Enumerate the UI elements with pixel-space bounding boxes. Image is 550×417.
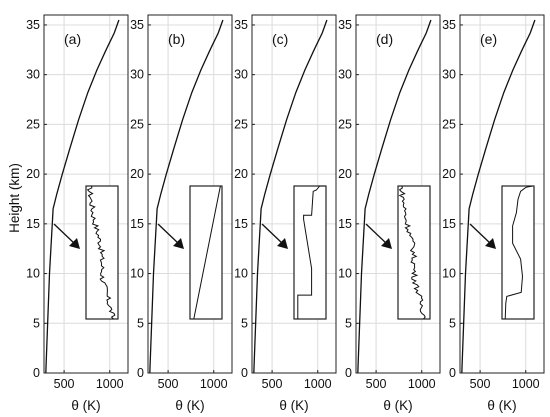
panel-2: 0 5 10 15 20 25 30 35 500 1000 θ (K) (b) [130, 14, 233, 413]
y-tick-label-4: 20 [234, 167, 248, 181]
y-tick-label-2: 10 [234, 267, 248, 281]
axes-box [147, 14, 233, 374]
arrow-head [277, 238, 288, 249]
inset-box [293, 185, 327, 320]
y-tick-label-2: 10 [26, 267, 40, 281]
y-tick-label-6: 30 [234, 68, 248, 82]
inset-line [297, 185, 325, 319]
y-tick-label-6: 30 [26, 68, 40, 82]
y-tick-label-4: 20 [130, 167, 144, 181]
panel-1: 0 5 10 15 20 25 30 35 500 1000 θ (K) (a) [26, 14, 129, 413]
x-axis-label: θ (K) [487, 398, 516, 413]
x-axis-label: θ (K) [71, 398, 100, 413]
panel-label: (a) [64, 31, 81, 47]
x-axis-label: θ (K) [279, 398, 308, 413]
y-tick-label-5: 25 [26, 117, 40, 131]
y-tick-label-0: 0 [137, 366, 144, 380]
arrow-head [381, 238, 392, 249]
y-tick-label-7: 35 [338, 18, 352, 32]
y-tick-label-0: 0 [33, 366, 40, 380]
inset-line [398, 185, 426, 320]
y-tick-label-2: 10 [130, 267, 144, 281]
axes-box [355, 14, 441, 374]
panel-3: 0 5 10 15 20 25 30 35 500 1000 θ (K) (c) [234, 14, 337, 413]
x-tick-label-1: 1000 [408, 377, 436, 391]
inset-line [193, 185, 221, 320]
y-tick-label-4: 20 [26, 167, 40, 181]
inset-box [189, 185, 223, 320]
y-tick-label-3: 15 [442, 217, 456, 231]
y-tick-label-7: 35 [234, 18, 248, 32]
x-tick-label-0: 500 [366, 377, 387, 391]
y-axis-label: Height (km) [7, 163, 22, 233]
y-tick-label-3: 15 [234, 217, 248, 231]
x-tick-label-1: 1000 [512, 377, 540, 391]
y-tick-label-2: 10 [338, 267, 352, 281]
y-tick-label-1: 5 [33, 316, 40, 330]
panel-label: (c) [272, 31, 288, 47]
x-axis-label: θ (K) [175, 398, 204, 413]
arrow-shaft [469, 223, 492, 245]
profile-line [45, 19, 120, 374]
arrow-shaft [261, 223, 284, 245]
profile-line [357, 19, 432, 374]
panel-4: 0 5 10 15 20 25 30 35 500 1000 θ (K) (d) [338, 14, 441, 413]
inset-line [504, 185, 533, 320]
y-tick-label-0: 0 [449, 366, 456, 380]
x-tick-label-0: 500 [158, 377, 179, 391]
x-axis-label: θ (K) [383, 398, 412, 413]
y-tick-label-0: 0 [241, 366, 248, 380]
y-tick-label-0: 0 [345, 366, 352, 380]
x-tick-label-1: 1000 [304, 377, 332, 391]
y-tick-label-4: 20 [442, 167, 456, 181]
profile-line [461, 19, 536, 374]
y-tick-label-6: 30 [338, 68, 352, 82]
y-tick-label-6: 30 [130, 68, 144, 82]
arrow-head [69, 238, 80, 249]
y-tick-label-3: 15 [26, 217, 40, 231]
y-tick-label-2: 10 [442, 267, 456, 281]
x-tick-label-1: 1000 [96, 377, 124, 391]
y-tick-label-1: 5 [345, 316, 352, 330]
y-tick-label-3: 15 [338, 217, 352, 231]
y-tick-label-5: 25 [442, 117, 456, 131]
x-tick-label-1: 1000 [200, 377, 228, 391]
x-tick-label-0: 500 [54, 377, 75, 391]
y-tick-label-7: 35 [130, 18, 144, 32]
y-tick-label-1: 5 [241, 316, 248, 330]
y-tick-label-3: 15 [130, 217, 144, 231]
y-tick-label-1: 5 [137, 316, 144, 330]
inset-box [85, 185, 119, 320]
panel-label: (e) [480, 31, 497, 47]
axes-box [251, 14, 337, 374]
y-tick-label-7: 35 [26, 18, 40, 32]
arrow-head [173, 238, 184, 249]
axes-box [43, 14, 129, 374]
y-tick-label-5: 25 [234, 117, 248, 131]
y-tick-label-4: 20 [338, 167, 352, 181]
x-tick-label-0: 500 [470, 377, 491, 391]
y-tick-label-6: 30 [442, 68, 456, 82]
axes-box [459, 14, 545, 374]
y-tick-label-5: 25 [338, 117, 352, 131]
inset-line [86, 185, 116, 320]
profile-line [149, 19, 224, 374]
y-tick-label-1: 5 [449, 316, 456, 330]
x-tick-label-0: 500 [262, 377, 283, 391]
y-tick-label-7: 35 [442, 18, 456, 32]
panel-5: 0 5 10 15 20 25 30 35 500 1000 θ (K) (e) [442, 14, 545, 413]
y-tick-label-5: 25 [130, 117, 144, 131]
arrow-shaft [53, 223, 76, 245]
arrow-shaft [365, 223, 388, 245]
profile-line [253, 19, 328, 374]
panel-label: (d) [376, 31, 393, 47]
inset-box [501, 185, 535, 320]
arrow-head [485, 238, 496, 249]
arrow-shaft [157, 223, 180, 245]
panel-label: (b) [168, 31, 185, 47]
